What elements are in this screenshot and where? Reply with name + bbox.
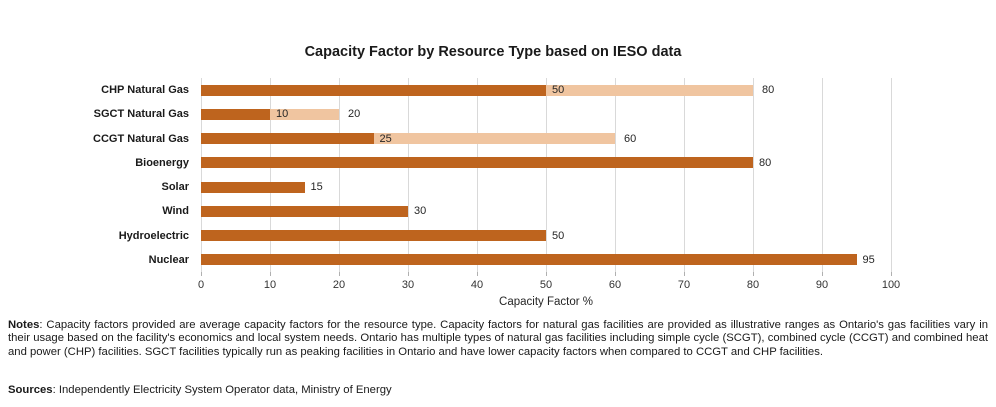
gridline <box>615 78 616 272</box>
x-tick-label: 90 <box>815 279 829 291</box>
x-tick-mark <box>339 272 340 276</box>
x-tick-label: 50 <box>539 279 553 291</box>
range-value-label: 20 <box>348 108 361 121</box>
x-axis-title: Capacity Factor % <box>499 296 593 308</box>
x-tick-label: 70 <box>677 279 691 291</box>
range-value-label: 80 <box>762 84 775 97</box>
x-tick-mark <box>201 272 202 276</box>
gridline <box>684 78 685 272</box>
plot-area: 80 50 20 10 60 25 80 15 30 50 95 <box>201 78 892 272</box>
category-label: SGCT Natural Gas <box>93 108 189 121</box>
notes-text: Capacity factors provided are average ca… <box>8 319 988 358</box>
category-label: Hydroelectric <box>118 229 189 242</box>
x-tick-mark <box>684 272 685 276</box>
x-tick-mark <box>477 272 478 276</box>
bar-range <box>546 84 753 96</box>
gridline <box>753 78 754 272</box>
value-label: 10 <box>276 108 289 121</box>
sources-separator: : <box>52 384 59 396</box>
chart-title: Capacity Factor by Resource Type based o… <box>304 44 682 60</box>
bar-solid <box>201 84 546 96</box>
value-label: 80 <box>759 156 772 169</box>
sources-label: Sources <box>8 384 53 396</box>
x-tick-mark <box>891 272 892 276</box>
x-tick-mark <box>270 272 271 276</box>
gridline <box>408 78 409 272</box>
x-tick-label: 20 <box>332 279 346 291</box>
x-tick-label: 0 <box>197 279 205 291</box>
gridline <box>891 78 892 272</box>
notes-label: Notes <box>8 319 40 331</box>
range-value-label: 60 <box>624 132 637 145</box>
y-axis-category-labels: CHP Natural Gas SGCT Natural Gas CCGT Natu… <box>0 78 195 272</box>
bar-solid <box>201 108 270 120</box>
x-tick-label: 40 <box>470 279 484 291</box>
gridline <box>339 78 340 272</box>
sources-text: Independently Electricity System Operato… <box>58 384 392 396</box>
bar-solid <box>201 230 546 242</box>
bar-range <box>373 133 615 145</box>
category-label: Bioenergy <box>135 156 189 169</box>
notes-separator: : <box>39 319 47 331</box>
bar-solid <box>201 254 857 266</box>
bar-solid <box>201 181 305 193</box>
value-label: 30 <box>414 205 427 218</box>
bar-solid <box>201 133 374 145</box>
sources-line: Sources: Independently Electricity Syste… <box>8 384 988 396</box>
x-tick-mark <box>615 272 616 276</box>
x-tick-mark <box>408 272 409 276</box>
gridline <box>546 78 547 272</box>
bar-solid <box>201 157 753 169</box>
category-label: Wind <box>162 205 189 218</box>
gridline <box>270 78 271 272</box>
gridline <box>477 78 478 272</box>
x-tick-label: 80 <box>746 279 760 291</box>
x-tick-label: 60 <box>608 279 622 291</box>
x-tick-label: 100 <box>881 279 901 291</box>
gridline <box>822 78 823 272</box>
notes-paragraph: Notes: Capacity factors provided are ave… <box>8 319 988 359</box>
x-tick-mark <box>753 272 754 276</box>
x-tick-label: 10 <box>263 279 277 291</box>
value-label: 50 <box>552 229 565 242</box>
gridline <box>201 78 202 272</box>
value-label: 15 <box>310 181 323 194</box>
bar-range <box>270 108 339 120</box>
category-label: Nuclear <box>148 253 189 266</box>
value-label: 50 <box>552 84 565 97</box>
category-label: Solar <box>161 181 189 194</box>
bar-solid <box>201 205 408 217</box>
x-tick-mark <box>546 272 547 276</box>
value-label: 95 <box>862 253 875 266</box>
category-label: CCGT Natural Gas <box>93 132 189 145</box>
x-tick-label: 30 <box>401 279 415 291</box>
x-axis: 0 10 20 30 40 50 60 70 80 90 100 <box>197 272 900 302</box>
x-tick-mark <box>822 272 823 276</box>
value-label: 25 <box>379 132 392 145</box>
category-label: CHP Natural Gas <box>101 84 189 97</box>
